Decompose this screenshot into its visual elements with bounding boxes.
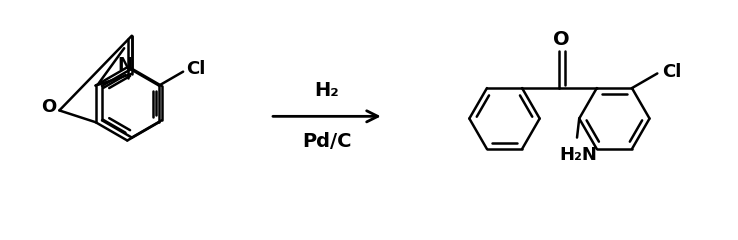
Text: N: N xyxy=(117,56,133,74)
Text: O: O xyxy=(554,30,570,49)
Text: H₂N: H₂N xyxy=(559,146,598,164)
Text: Cl: Cl xyxy=(662,63,682,81)
Text: Pd/C: Pd/C xyxy=(302,132,351,151)
Text: H₂: H₂ xyxy=(314,81,339,100)
Text: Cl: Cl xyxy=(187,60,206,78)
Text: O: O xyxy=(41,98,57,116)
